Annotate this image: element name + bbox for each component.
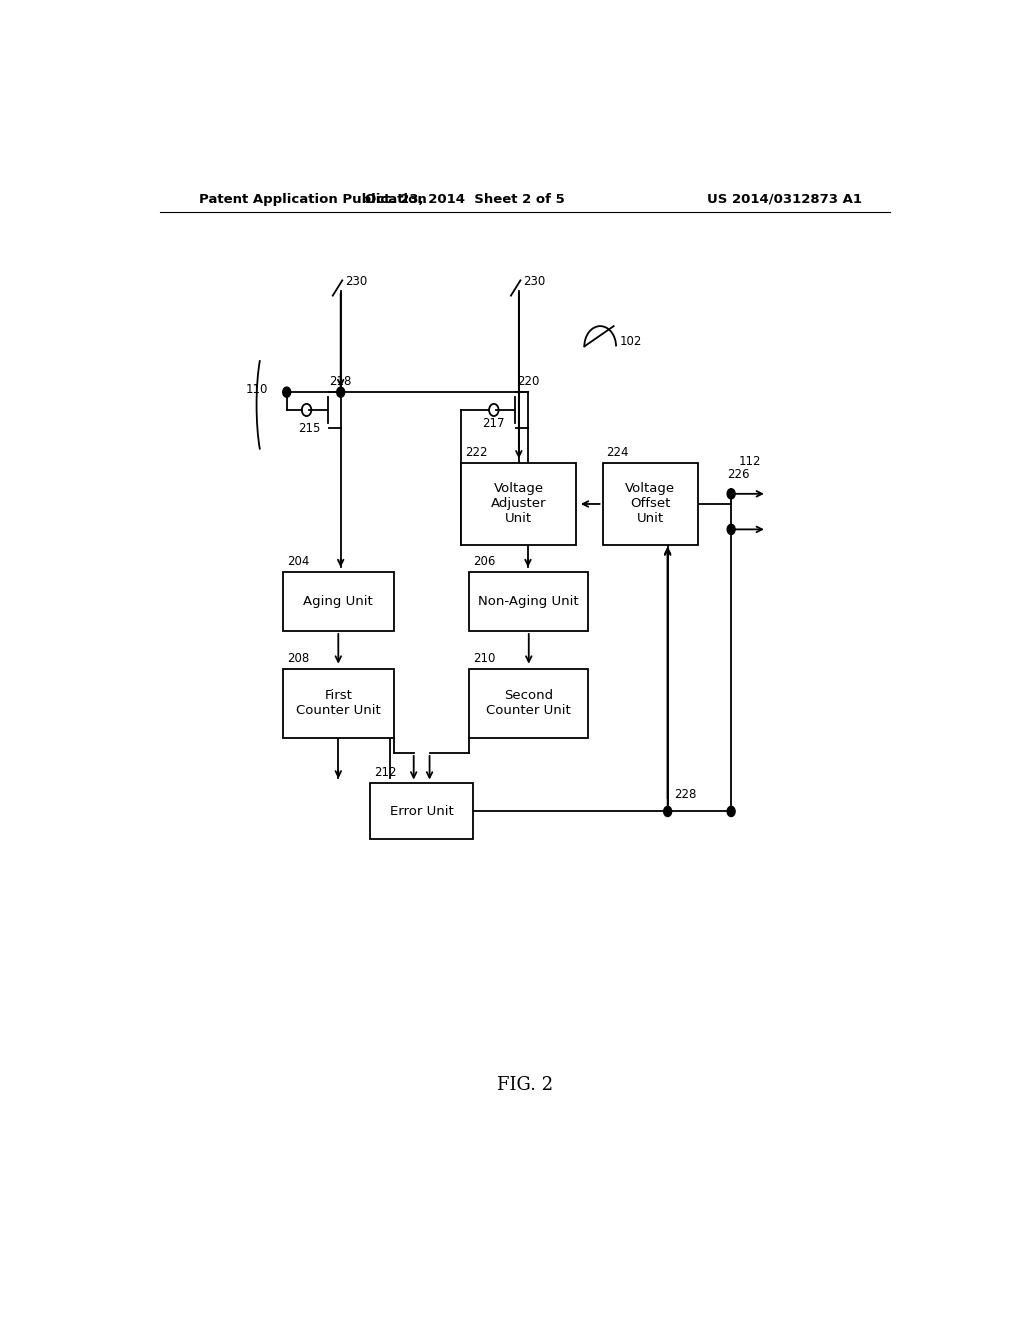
Text: 224: 224 bbox=[606, 446, 629, 459]
Text: First
Counter Unit: First Counter Unit bbox=[296, 689, 381, 717]
Text: 110: 110 bbox=[246, 383, 268, 396]
Text: Non-Aging Unit: Non-Aging Unit bbox=[478, 595, 580, 609]
Text: Patent Application Publication: Patent Application Publication bbox=[200, 193, 427, 206]
Text: 210: 210 bbox=[473, 652, 496, 664]
Text: Second
Counter Unit: Second Counter Unit bbox=[486, 689, 571, 717]
Text: Error Unit: Error Unit bbox=[390, 805, 454, 818]
FancyBboxPatch shape bbox=[469, 669, 588, 738]
Circle shape bbox=[727, 807, 735, 817]
Circle shape bbox=[727, 524, 735, 535]
Text: 220: 220 bbox=[517, 375, 540, 388]
Text: 226: 226 bbox=[727, 467, 750, 480]
FancyBboxPatch shape bbox=[469, 572, 588, 631]
FancyBboxPatch shape bbox=[370, 784, 473, 840]
Text: 218: 218 bbox=[330, 375, 352, 388]
Circle shape bbox=[664, 807, 672, 817]
Text: 102: 102 bbox=[620, 335, 642, 348]
FancyBboxPatch shape bbox=[283, 669, 394, 738]
Text: 212: 212 bbox=[374, 767, 396, 779]
Circle shape bbox=[283, 387, 291, 397]
Text: 215: 215 bbox=[298, 422, 321, 436]
Text: US 2014/0312873 A1: US 2014/0312873 A1 bbox=[708, 193, 862, 206]
Text: 230: 230 bbox=[345, 276, 367, 289]
Text: Voltage
Adjuster
Unit: Voltage Adjuster Unit bbox=[492, 483, 547, 525]
Text: Voltage
Offset
Unit: Voltage Offset Unit bbox=[625, 483, 675, 525]
Text: 206: 206 bbox=[473, 554, 496, 568]
Circle shape bbox=[337, 387, 345, 397]
Text: 204: 204 bbox=[287, 554, 309, 568]
Text: 217: 217 bbox=[482, 417, 505, 430]
FancyBboxPatch shape bbox=[602, 463, 697, 545]
Circle shape bbox=[727, 488, 735, 499]
Text: 230: 230 bbox=[523, 276, 545, 289]
Text: 208: 208 bbox=[287, 652, 309, 664]
Text: FIG. 2: FIG. 2 bbox=[497, 1076, 553, 1094]
Text: Aging Unit: Aging Unit bbox=[303, 595, 373, 609]
Text: 228: 228 bbox=[674, 788, 696, 801]
FancyBboxPatch shape bbox=[283, 572, 394, 631]
FancyBboxPatch shape bbox=[461, 463, 577, 545]
Text: 112: 112 bbox=[739, 455, 762, 469]
Text: 222: 222 bbox=[465, 446, 487, 459]
Text: Oct. 23, 2014  Sheet 2 of 5: Oct. 23, 2014 Sheet 2 of 5 bbox=[366, 193, 565, 206]
